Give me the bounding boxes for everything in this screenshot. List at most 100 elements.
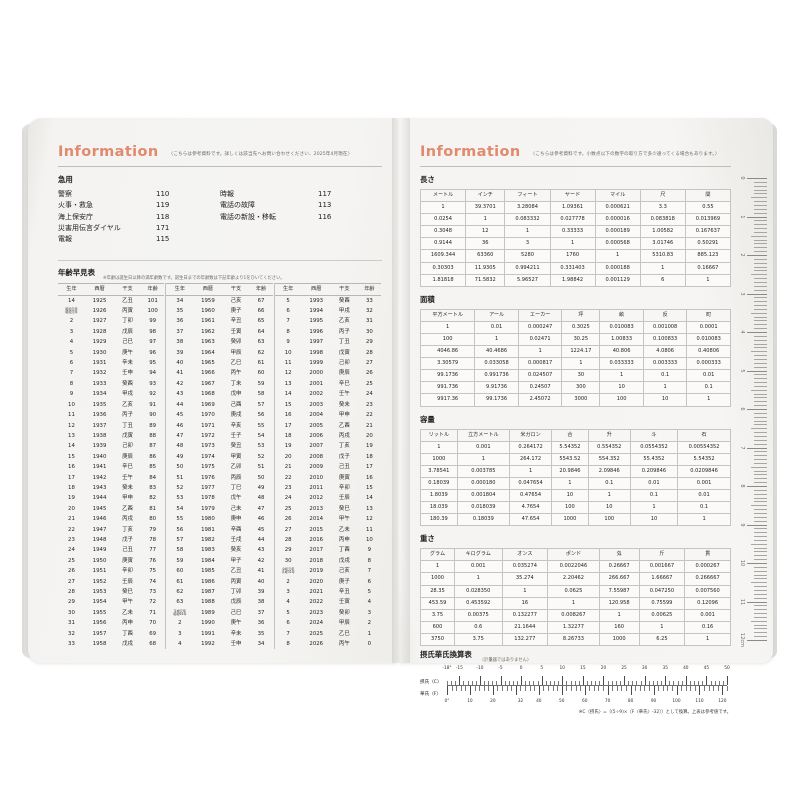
ruler-number: 11 [739,598,745,605]
table-row: 4 2022 壬寅 4 [275,597,381,607]
celsius-tick [694,680,695,685]
age-cell: 2013 [309,505,324,512]
table-row: 27 1952 壬辰 74 [58,577,164,587]
table-row: 23 2011 辛卯 15 [275,483,381,493]
unit-cell: 0.1 [587,476,631,490]
fahrenheit-tick [635,686,636,691]
age-cell: 43 [176,391,184,398]
table-row: 20 1945 乙酉 81 [58,504,164,514]
age-cell: 辛巳 [338,380,350,387]
celsius-tick [644,676,646,685]
age-cell: 70 [149,620,157,627]
age-cell: 41 [257,568,265,575]
age-cell: 20 [284,453,292,460]
age-cell: 1980 [201,516,215,523]
age-cell: 1995 [309,318,324,325]
age-cell: 81 [149,505,157,512]
ruler-tick [751,197,767,198]
age-cell: 1992 [201,641,215,648]
age-cell: 19 [365,443,373,450]
ruler-tick [754,201,767,202]
ruler-number: 4 [739,330,745,334]
table-row: 48 1973 癸丑 53 [166,441,272,451]
table-row: 16 1941 辛巳 85 [58,462,164,472]
fahrenheit-tick [515,686,517,695]
celsius-tick [603,676,605,685]
emergency-column-2: 時報 117 電話の故障 113 電話の新設・移転 116 [220,189,382,246]
age-cell: 23 [284,484,292,491]
celsius-tick [665,676,666,685]
unit-cell: 1.8039 [420,488,458,503]
unit-cell: 0.132277 [501,608,549,622]
ruler-tick [754,231,767,233]
unit-column-header: キログラム [453,548,503,562]
ruler-tick [754,220,767,222]
table-row: 30 2018 戊戌 8 [275,556,381,566]
age-cell: 66 [257,308,265,315]
age-cell: 7 [367,568,372,575]
ruler-tick [747,216,767,218]
age-cell: 27 [68,578,75,585]
age-cell: 61 [176,578,184,585]
celsius-tick-label: -5 [498,666,503,671]
unit-cell: 5.54352 [677,452,731,466]
weight-table: グラム キログラム オンス ポンド匁斤貫 1 0.001 0.035274 0.0022046… [420,548,731,647]
age-cell: 辛酉 [230,526,242,533]
header-divider [420,166,731,167]
age-cell: 丁酉 [122,630,133,637]
unit-cell: 0.994211 [504,261,551,275]
age-cell: 33 [68,641,75,648]
unit-column-header: アール [474,308,519,322]
table-row: 600 0.6 21.1644 1.32277 160 1 0.16 [420,620,731,634]
age-cell: 19 [284,443,292,450]
age-cell: 甲辰 [230,349,242,356]
age-cell: 壬辰 [338,495,350,502]
age-cell: 辛卯 [122,568,133,575]
unit-cell: 0.1 [642,369,688,383]
age-cell: 壬午 [338,391,350,398]
age-cell: 97 [149,339,157,346]
celsius-tick [467,680,469,685]
age-cell: 1976 [201,474,215,481]
unit-cell: 0.1 [686,381,731,395]
age-cell: 89 [149,422,157,429]
age-cell: 癸亥 [230,547,242,554]
ruler-tick [754,251,767,252]
celsius-tick [504,680,506,685]
ruler-tick [747,601,767,603]
age-cell: 戊辰 [230,599,242,606]
celsius-tick [673,680,675,685]
table-row: 18 1943 癸未 83 [58,483,164,493]
unit-cell: 0.18039 [420,476,458,490]
age-cell: 51 [257,464,265,471]
unit-cell: 1 [419,201,467,215]
emergency-row: 火事・救急 119 [58,200,220,211]
ruler-tick [747,524,767,526]
age-cell: 59 [257,380,265,387]
unit-cell: 0.167637 [684,225,732,239]
celsius-tick [582,676,584,685]
age-cell: 22 [284,474,292,481]
celsius-tick [640,680,642,685]
temperature-scale: -18° -15 -10 -5 0 5 10 15 20 25 30 35 40 45 50 0° 10 20 3… [442,666,729,706]
age-cell: 癸巳 [122,589,133,596]
celsius-tick [475,680,477,685]
celsius-tick [669,680,670,685]
age-cell: 56 [176,526,184,533]
age-cell: 丙戌 [122,516,133,523]
age-cell: 16 [365,474,373,481]
age-cell: 1963 [201,339,215,346]
age-cell: 庚戌 [230,412,242,419]
unit-cell: 21.1644 [501,620,549,634]
age-cell: 戊戌 [338,557,350,564]
fahrenheit-tick [488,686,489,691]
unit-cell: 0.47654 [509,488,553,503]
age-cell: 39 [257,589,265,596]
unit-cell: 3750 [420,632,455,647]
age-cell: 1932 [92,370,107,377]
age-cell: 14 [284,391,292,398]
fahrenheit-tick-label: 60 [581,699,588,704]
table-row: 14 2002 壬午 24 [275,389,381,399]
unit-cell: 0.3048 [419,225,467,239]
ruler-tick [754,397,767,399]
